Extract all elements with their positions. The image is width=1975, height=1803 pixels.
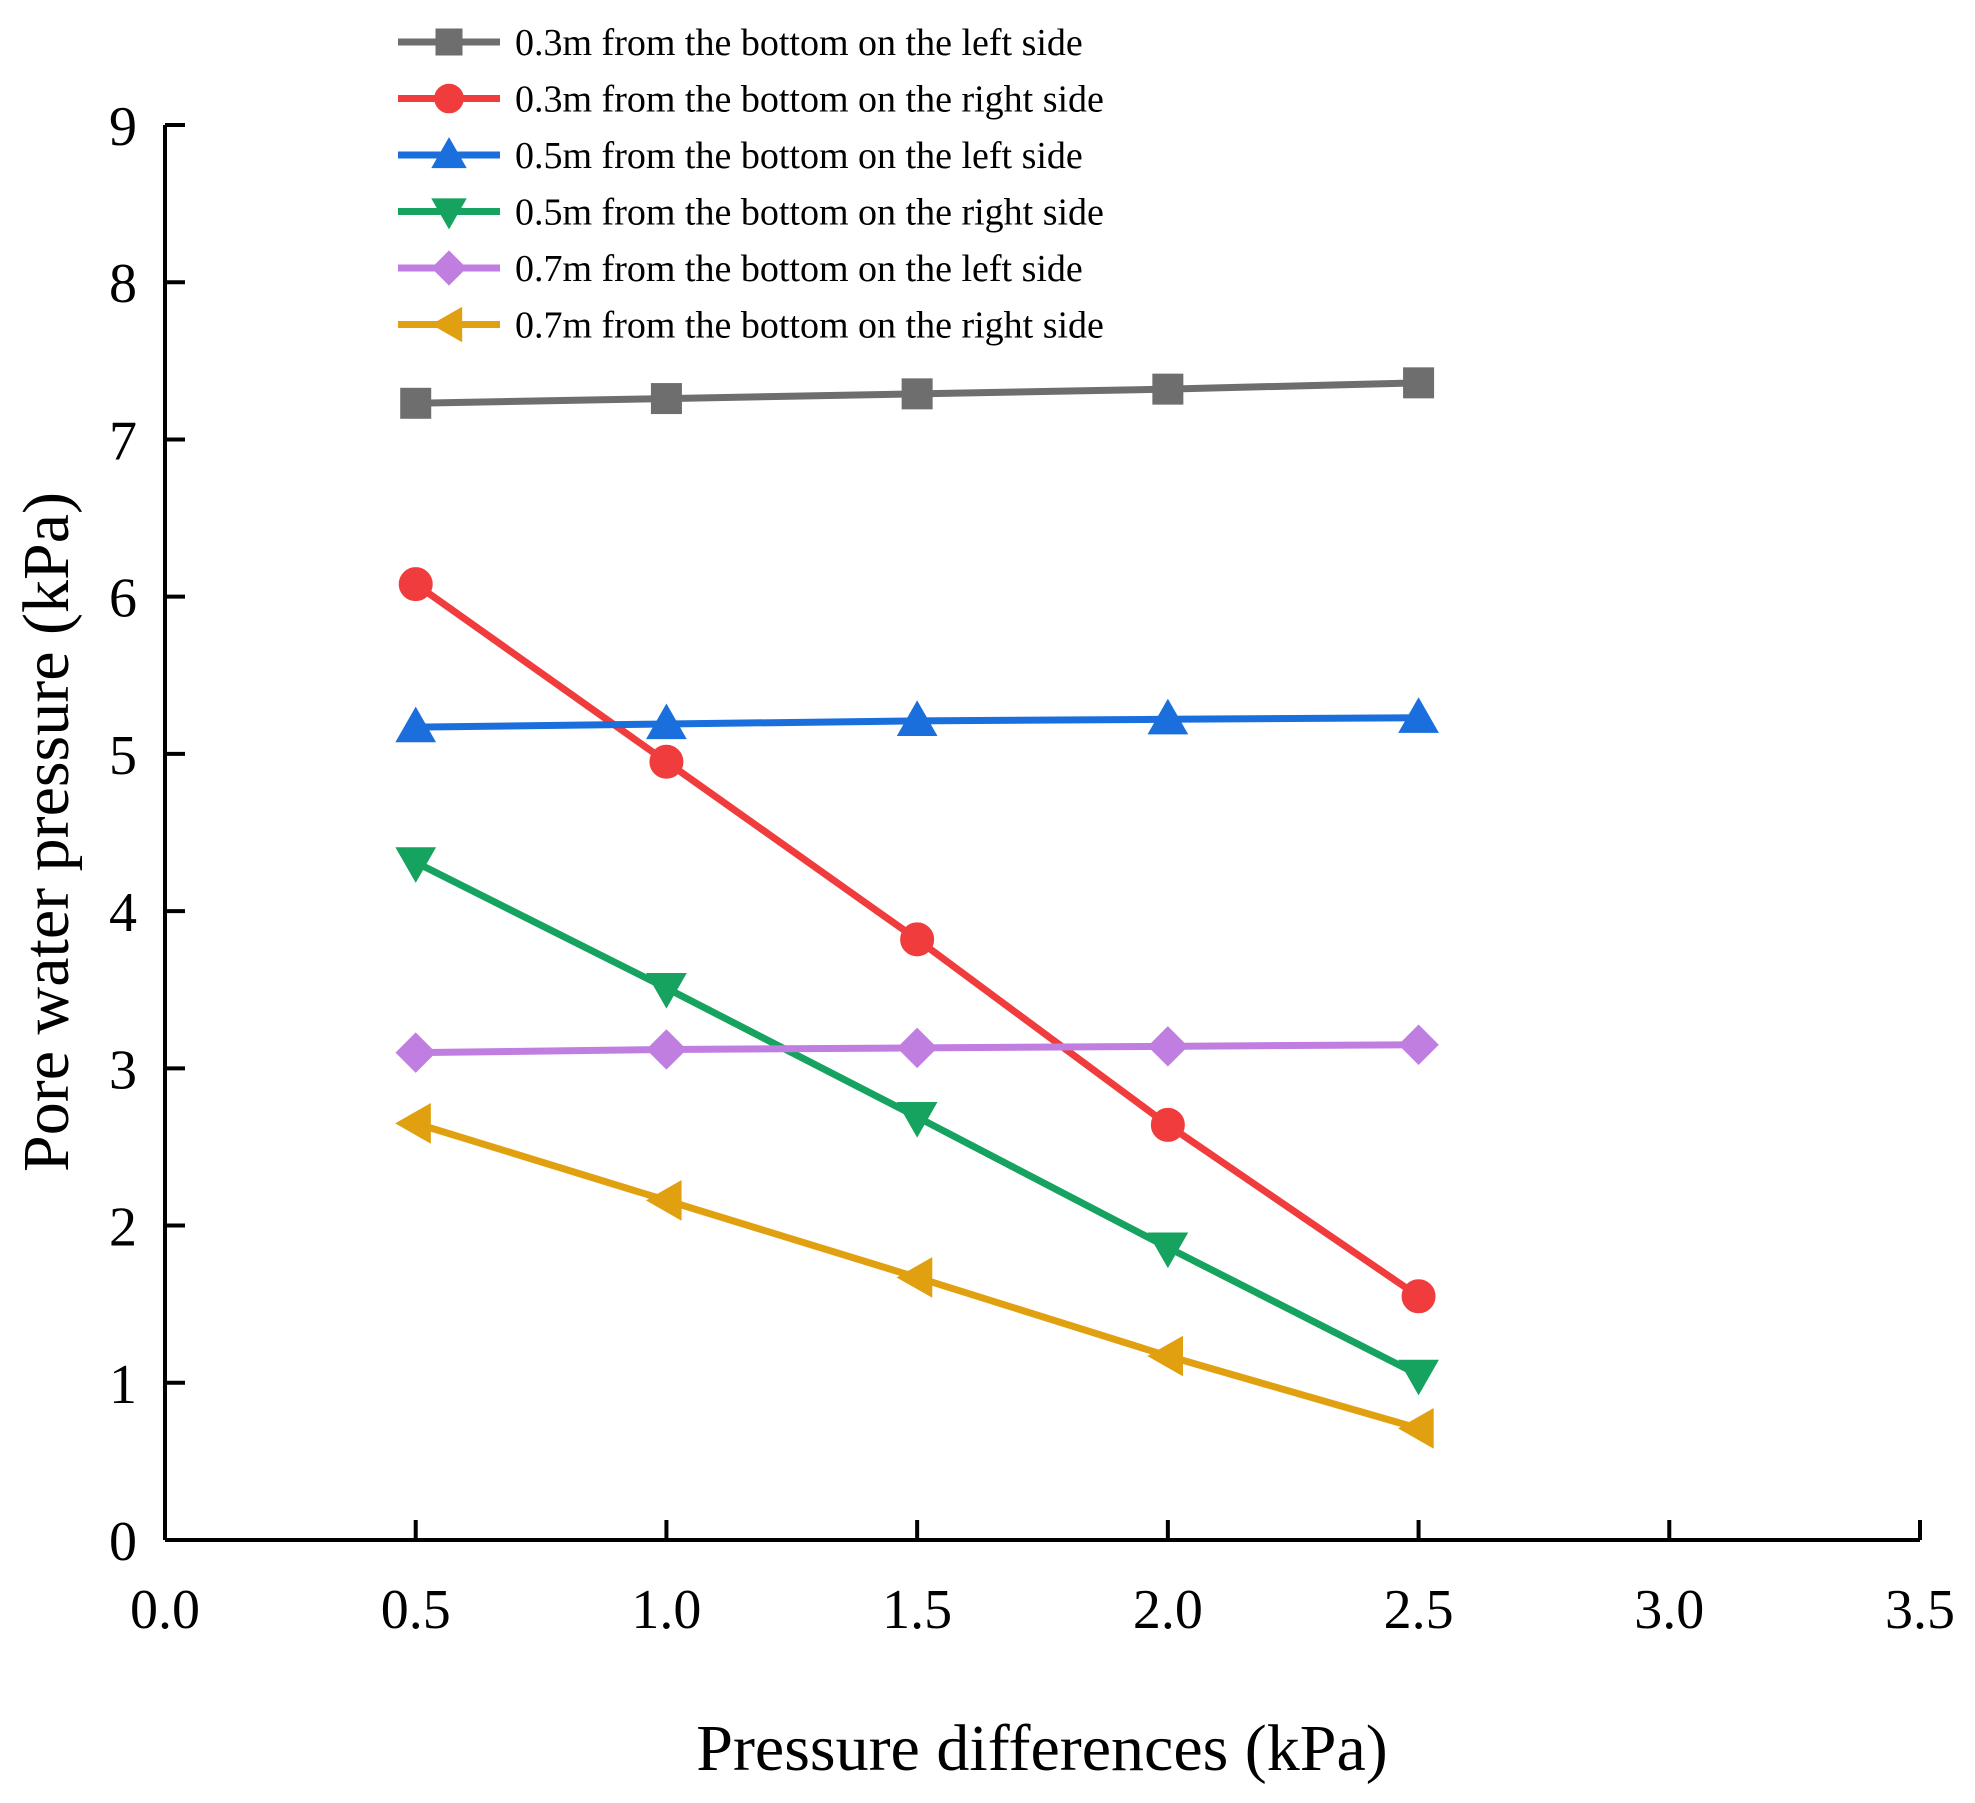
legend-item: 0.3m from the bottom on the left side (398, 22, 1083, 64)
data-point-circle (1401, 1279, 1436, 1314)
legend: 0.3m from the bottom on the left side 0.3… (398, 22, 1104, 347)
legend-item: 0.5m from the bottom on the right side (398, 192, 1104, 234)
data-point-triangle-left (1147, 1335, 1183, 1377)
data-point-diamond (431, 250, 467, 286)
y-tick-label: 4 (109, 882, 137, 944)
data-point-triangle-left (395, 1102, 431, 1144)
series-4 (395, 847, 1439, 1396)
data-point-triangle-left (896, 1257, 933, 1298)
y-tick-label: 5 (109, 725, 137, 787)
data-point-circle (1150, 1107, 1185, 1142)
data-point-triangle-down (395, 847, 437, 883)
series-6 (395, 1102, 1434, 1449)
x-tick-label: 0.5 (381, 1579, 451, 1641)
data-point-circle (649, 744, 684, 779)
y-tick-label: 0 (109, 1511, 137, 1573)
data-point-diamond (1398, 1024, 1439, 1065)
series-3 (395, 697, 1439, 743)
y-tick-label: 7 (109, 410, 137, 472)
y-tick-label: 9 (109, 96, 137, 158)
y-tick-label: 6 (109, 568, 137, 630)
x-tick-label: 3.0 (1634, 1579, 1704, 1641)
data-point-triangle-up (431, 137, 467, 169)
data-point-triangle-down (646, 973, 687, 1009)
legend-item: 0.3m from the bottom on the right side (398, 79, 1104, 121)
series-2 (398, 567, 1436, 1314)
data-point-square (650, 383, 682, 415)
data-point-diamond (896, 1027, 938, 1069)
data-point-diamond (395, 1032, 436, 1073)
x-tick-label: 2.5 (1384, 1579, 1454, 1641)
legend-label: 0.3m from the bottom on the left side (515, 22, 1083, 64)
data-point-square (901, 378, 933, 410)
x-tick-label: 2.0 (1133, 1579, 1203, 1641)
y-axis-title: Pore water pressure (kPa) (10, 492, 83, 1172)
data-point-triangle-up (395, 706, 437, 743)
data-point-triangle-down (1147, 1232, 1189, 1269)
y-tick-label: 3 (109, 1039, 137, 1101)
data-point-triangle-down (431, 198, 467, 230)
data-point-triangle-down (1398, 1359, 1439, 1396)
data-point-triangle-left (431, 306, 463, 343)
x-tick-label: 1.0 (631, 1579, 701, 1641)
legend-label: 0.5m from the bottom on the left side (515, 135, 1083, 177)
x-tick-label: 1.5 (882, 1579, 952, 1641)
data-point-circle (434, 83, 464, 114)
data-point-square (400, 387, 432, 419)
y-ticks: 0 1 2 3 4 5 6 7 8 9 (109, 96, 185, 1573)
data-point-triangle-up (646, 703, 687, 740)
data-point-circle (900, 922, 935, 957)
x-axis-title: Pressure differences (kPa) (696, 1712, 1388, 1785)
data-point-triangle-left (1398, 1408, 1434, 1449)
legend-label: 0.5m from the bottom on the right side (515, 192, 1104, 234)
data-point-triangle-up (896, 700, 938, 736)
legend-label: 0.7m from the bottom on the right side (515, 305, 1104, 347)
series-5 (395, 1024, 1439, 1073)
legend-item: 0.5m from the bottom on the left side (398, 135, 1083, 177)
data-point-diamond (1147, 1026, 1189, 1067)
legend-item: 0.7m from the bottom on the right side (398, 305, 1104, 347)
legend-label: 0.7m from the bottom on the left side (515, 248, 1083, 290)
data-point-square (1152, 373, 1184, 405)
y-tick-label: 1 (109, 1354, 137, 1416)
x-ticks: 0.0 0.5 1.0 1.5 2.0 2.5 3.0 3.5 (130, 1520, 1955, 1641)
legend-item: 0.7m from the bottom on the left side (398, 248, 1083, 290)
data-point-triangle-down (896, 1101, 938, 1138)
series-group (395, 367, 1439, 1449)
plot-area: 0.0 0.5 1.0 1.5 2.0 2.5 3.0 3.5 0 1 2 3 4 5 6 7 8 9 (109, 96, 1955, 1641)
y-tick-label: 8 (109, 253, 137, 315)
data-point-triangle-up (1398, 697, 1439, 733)
data-point-square (435, 28, 463, 56)
legend-label: 0.3m from the bottom on the right side (515, 79, 1104, 121)
data-point-triangle-up (1147, 698, 1189, 735)
series-1 (400, 367, 1435, 419)
data-point-square (1403, 367, 1435, 399)
data-point-circle (398, 567, 433, 602)
data-point-triangle-left (645, 1180, 682, 1221)
y-tick-label: 2 (109, 1197, 137, 1259)
x-tick-label: 3.5 (1885, 1579, 1955, 1641)
data-point-diamond (646, 1029, 687, 1070)
x-tick-label: 0.0 (130, 1579, 200, 1641)
